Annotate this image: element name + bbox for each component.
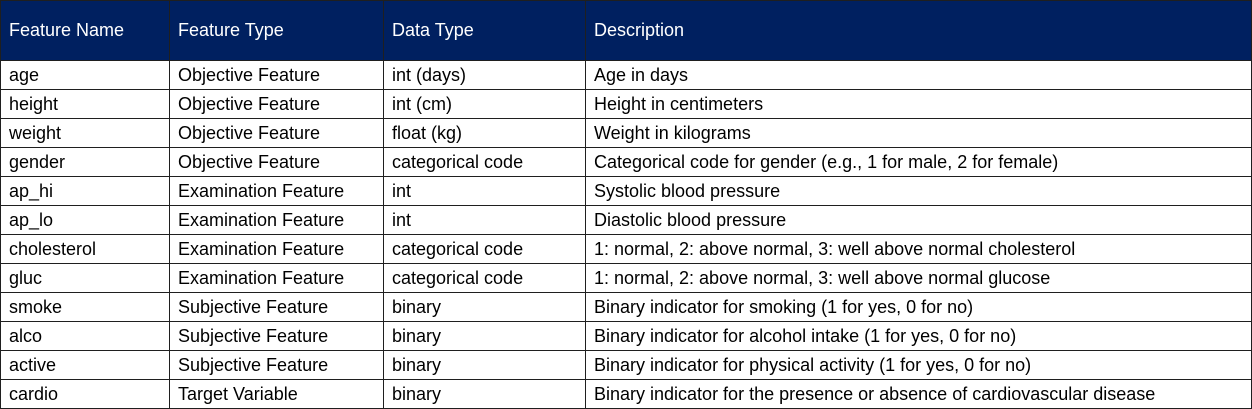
cell-feature-type: Objective Feature xyxy=(169,89,384,119)
cell-description: Diastolic blood pressure xyxy=(585,205,1252,235)
table-row: alco Subjective Feature binary Binary indic… xyxy=(0,321,1252,351)
table-row: gender Objective Feature categorical code C… xyxy=(0,147,1252,177)
cell-feature-type: Examination Feature xyxy=(169,205,384,235)
cell-description: Binary indicator for physical activity (… xyxy=(585,350,1252,380)
cell-feature-type: Examination Feature xyxy=(169,234,384,264)
cell-data-type: int (days) xyxy=(383,60,586,90)
cell-description: Binary indicator for smoking (1 for yes,… xyxy=(585,292,1252,322)
cell-feature-name: gender xyxy=(0,147,170,177)
cell-data-type: binary xyxy=(383,379,586,409)
cell-data-type: int xyxy=(383,205,586,235)
cell-feature-name: cholesterol xyxy=(0,234,170,264)
cell-data-type: binary xyxy=(383,292,586,322)
table-header: Feature Name Feature Type Data Type Desc… xyxy=(0,0,1252,61)
cell-description: Height in centimeters xyxy=(585,89,1252,119)
cell-feature-type: Subjective Feature xyxy=(169,350,384,380)
table-row: smoke Subjective Feature binary Binary indi… xyxy=(0,292,1252,322)
table-row: ap_lo Examination Feature int Diastolic blo… xyxy=(0,205,1252,235)
table-row: active Subjective Feature binary Binary ind… xyxy=(0,350,1252,380)
cell-feature-name: weight xyxy=(0,118,170,148)
table-body: age Objective Feature int (days) Age in day… xyxy=(0,60,1252,409)
cell-feature-name: smoke xyxy=(0,292,170,322)
cell-data-type: binary xyxy=(383,350,586,380)
cell-description: Age in days xyxy=(585,60,1252,90)
cell-feature-type: Subjective Feature xyxy=(169,292,384,322)
cell-feature-name: alco xyxy=(0,321,170,351)
header-feature-name: Feature Name xyxy=(0,0,170,61)
cell-feature-type: Examination Feature xyxy=(169,176,384,206)
cell-data-type: categorical code xyxy=(383,234,586,264)
cell-data-type: categorical code xyxy=(383,263,586,293)
table-row: cardio Target Variable binary Binary indica… xyxy=(0,379,1252,409)
cell-data-type: float (kg) xyxy=(383,118,586,148)
cell-description: Categorical code for gender (e.g., 1 for… xyxy=(585,147,1252,177)
cell-description: Systolic blood pressure xyxy=(585,176,1252,206)
table-row: ap_hi Examination Feature int Systolic bloo… xyxy=(0,176,1252,206)
cell-feature-type: Objective Feature xyxy=(169,118,384,148)
cell-feature-name: ap_lo xyxy=(0,205,170,235)
table-row: age Objective Feature int (days) Age in day… xyxy=(0,60,1252,90)
table-row: gluc Examination Feature categorical code 1… xyxy=(0,263,1252,293)
cell-feature-name: active xyxy=(0,350,170,380)
cell-data-type: categorical code xyxy=(383,147,586,177)
cell-description: Binary indicator for alcohol intake (1 f… xyxy=(585,321,1252,351)
cell-data-type: int xyxy=(383,176,586,206)
cell-feature-name: age xyxy=(0,60,170,90)
cell-data-type: int (cm) xyxy=(383,89,586,119)
cell-feature-name: ap_hi xyxy=(0,176,170,206)
cell-description: 1: normal, 2: above normal, 3: well abov… xyxy=(585,263,1252,293)
cell-description: Weight in kilograms xyxy=(585,118,1252,148)
cell-feature-type: Examination Feature xyxy=(169,263,384,293)
cell-feature-name: cardio xyxy=(0,379,170,409)
cell-description: 1: normal, 2: above normal, 3: well abov… xyxy=(585,234,1252,264)
header-row: Feature Name Feature Type Data Type Desc… xyxy=(0,0,1252,61)
table-row: cholesterol Examination Feature categorica… xyxy=(0,234,1252,264)
header-feature-type: Feature Type xyxy=(169,0,384,61)
cell-feature-type: Target Variable xyxy=(169,379,384,409)
cell-data-type: binary xyxy=(383,321,586,351)
cell-description: Binary indicator for the presence or abs… xyxy=(585,379,1252,409)
header-data-type: Data Type xyxy=(383,0,586,61)
cell-feature-name: height xyxy=(0,89,170,119)
header-description: Description xyxy=(585,0,1252,61)
cell-feature-type: Subjective Feature xyxy=(169,321,384,351)
table-row: height Objective Feature int (cm) Height in… xyxy=(0,89,1252,119)
table-row: weight Objective Feature float (kg) Weight … xyxy=(0,118,1252,148)
cell-feature-type: Objective Feature xyxy=(169,147,384,177)
cell-feature-name: gluc xyxy=(0,263,170,293)
cell-feature-type: Objective Feature xyxy=(169,60,384,90)
